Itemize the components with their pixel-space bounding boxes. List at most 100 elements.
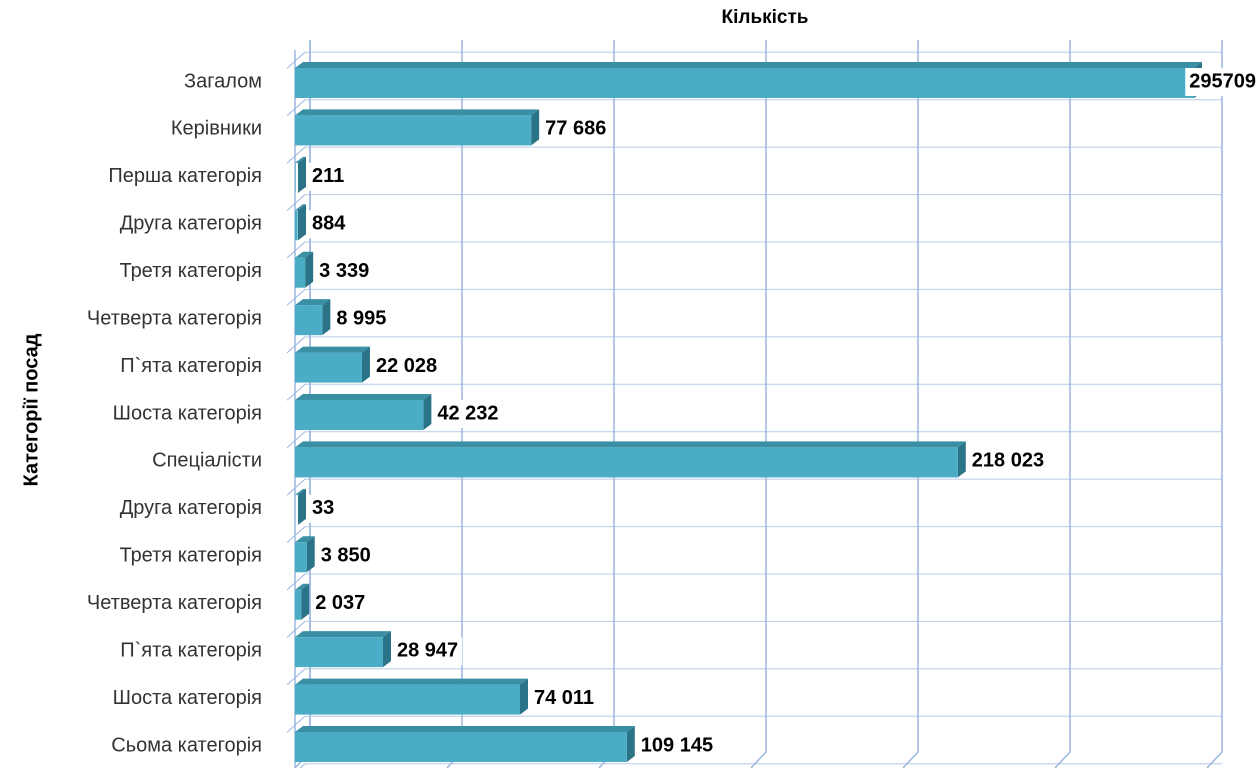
bar-top — [295, 394, 432, 400]
bar-top — [295, 156, 306, 163]
y-axis-label: Категорії посад — [20, 333, 42, 486]
bar-side — [957, 441, 966, 478]
value-label: 211 — [312, 165, 344, 187]
bar-top — [295, 631, 391, 638]
bar — [295, 210, 298, 241]
bar-side — [298, 204, 306, 241]
value-label-bg — [371, 352, 442, 381]
bar — [295, 162, 296, 193]
chart-title: Кількість — [722, 7, 809, 28]
bar-side — [382, 631, 391, 668]
value-label-bg — [316, 542, 375, 571]
bar-side — [298, 488, 306, 525]
value-label-group: 109 145 — [636, 732, 718, 760]
bar-top — [295, 204, 306, 211]
bar — [295, 68, 1194, 98]
row-tick — [286, 336, 306, 354]
y-tick-label: Загалом — [184, 70, 262, 92]
bar-top — [295, 678, 528, 685]
y-tick-label: Спеціалісти — [152, 450, 262, 472]
value-label-bg — [392, 637, 463, 666]
value-label-bg — [1185, 68, 1260, 96]
value-label-group: 218 023 — [967, 447, 1049, 476]
y-tick-label: Друга категорія — [120, 213, 262, 235]
y-tick-label: Перша категорія — [108, 165, 262, 187]
bar — [295, 352, 362, 383]
row-tick — [286, 621, 306, 638]
row-tick — [286, 431, 306, 449]
y-tick-label: Шоста категорія — [113, 402, 262, 424]
value-label: 8 995 — [336, 307, 386, 329]
value-label-bg — [967, 447, 1049, 476]
y-tick-label: Друга категорія — [120, 497, 262, 519]
value-label: 22 028 — [376, 355, 437, 377]
row-tick — [286, 289, 306, 306]
value-label-group: 2 037 — [311, 589, 370, 618]
floor-tick — [902, 751, 919, 768]
bar-side — [298, 156, 306, 193]
floor-tick — [1206, 751, 1223, 768]
value-label-bg — [308, 210, 351, 239]
bar-side — [423, 394, 432, 430]
bar-top — [295, 726, 635, 732]
value-label-bg — [529, 684, 599, 713]
y-tick-label: Керівники — [171, 118, 262, 140]
bar-top — [295, 441, 966, 448]
row-tick — [286, 526, 306, 543]
bar — [295, 732, 627, 762]
row-tick — [286, 241, 306, 259]
value-label-group: 74 011 — [529, 684, 599, 713]
value-label: 109 145 — [641, 734, 713, 756]
value-label-group: 28 947 — [392, 637, 463, 666]
value-label-group: 3 850 — [316, 542, 375, 571]
bar-side — [306, 536, 315, 573]
bar — [295, 589, 302, 620]
value-label-group: 8 995 — [332, 305, 391, 334]
row-tick — [286, 573, 306, 591]
bar-side — [531, 109, 540, 146]
bar-side — [361, 346, 370, 383]
row-tick — [286, 146, 306, 164]
bar — [295, 542, 307, 573]
bar-side — [519, 678, 528, 715]
bar-side — [301, 583, 310, 620]
y-tick-label: Шоста категорія — [113, 687, 262, 709]
value-label: 74 011 — [534, 687, 594, 709]
bar — [295, 400, 424, 430]
value-label: 3 850 — [321, 545, 371, 567]
value-label: 42 232 — [437, 402, 498, 424]
value-label: 295709 — [1189, 70, 1256, 92]
row-tick — [286, 194, 306, 211]
y-tick-label: П`ята категорія — [120, 355, 262, 377]
value-label: 218 023 — [972, 450, 1044, 472]
value-label-group: 33 — [308, 494, 339, 523]
bar-top — [295, 62, 1202, 68]
row-tick — [286, 99, 306, 117]
bar-top — [295, 299, 331, 306]
value-label-group: 884 — [308, 210, 351, 239]
bar-top — [295, 583, 310, 590]
value-label-bg — [311, 589, 370, 618]
value-label-bg — [308, 162, 349, 191]
value-label: 3 339 — [319, 260, 369, 282]
row-tick — [286, 51, 306, 69]
bar — [295, 115, 532, 146]
value-label-bg — [315, 257, 374, 286]
bar — [295, 305, 323, 336]
value-label-group: 77 686 — [541, 115, 611, 144]
value-label-bg — [636, 732, 718, 760]
y-tick-label: Четверта категорія — [87, 592, 262, 614]
floor-tick — [750, 751, 767, 768]
value-label-bg — [308, 494, 339, 523]
row-tick — [299, 763, 306, 768]
value-label-bg — [332, 305, 391, 334]
value-label-bg — [433, 400, 503, 428]
bar — [295, 447, 958, 478]
bar — [295, 684, 520, 715]
bar — [295, 637, 383, 668]
value-label-bg — [541, 115, 611, 144]
y-tick-label: Третя категорія — [119, 260, 262, 282]
bar-side — [305, 251, 314, 288]
row-tick — [286, 478, 306, 496]
